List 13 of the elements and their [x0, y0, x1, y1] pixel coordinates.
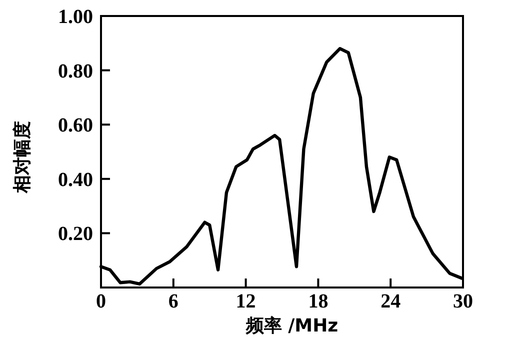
x-tick-label: 24: [380, 290, 401, 312]
x-axis-title: 频率 /MHz: [244, 316, 338, 336]
y-tick-label: 1.00: [58, 6, 93, 28]
y-tick-label: 0.60: [58, 114, 93, 137]
y-axis-title: 相对幅度: [12, 120, 33, 194]
x-tick-label: 30: [453, 290, 473, 312]
y-tick-label: 0.40: [58, 168, 93, 191]
x-tick-label: 6: [168, 290, 178, 312]
x-tick-label: 0: [96, 290, 106, 312]
y-tick-label: 0.20: [58, 223, 93, 246]
x-tick-label: 12: [236, 290, 256, 312]
x-tick-label: 18: [308, 290, 328, 312]
y-tick-label: 0.80: [58, 60, 93, 82]
